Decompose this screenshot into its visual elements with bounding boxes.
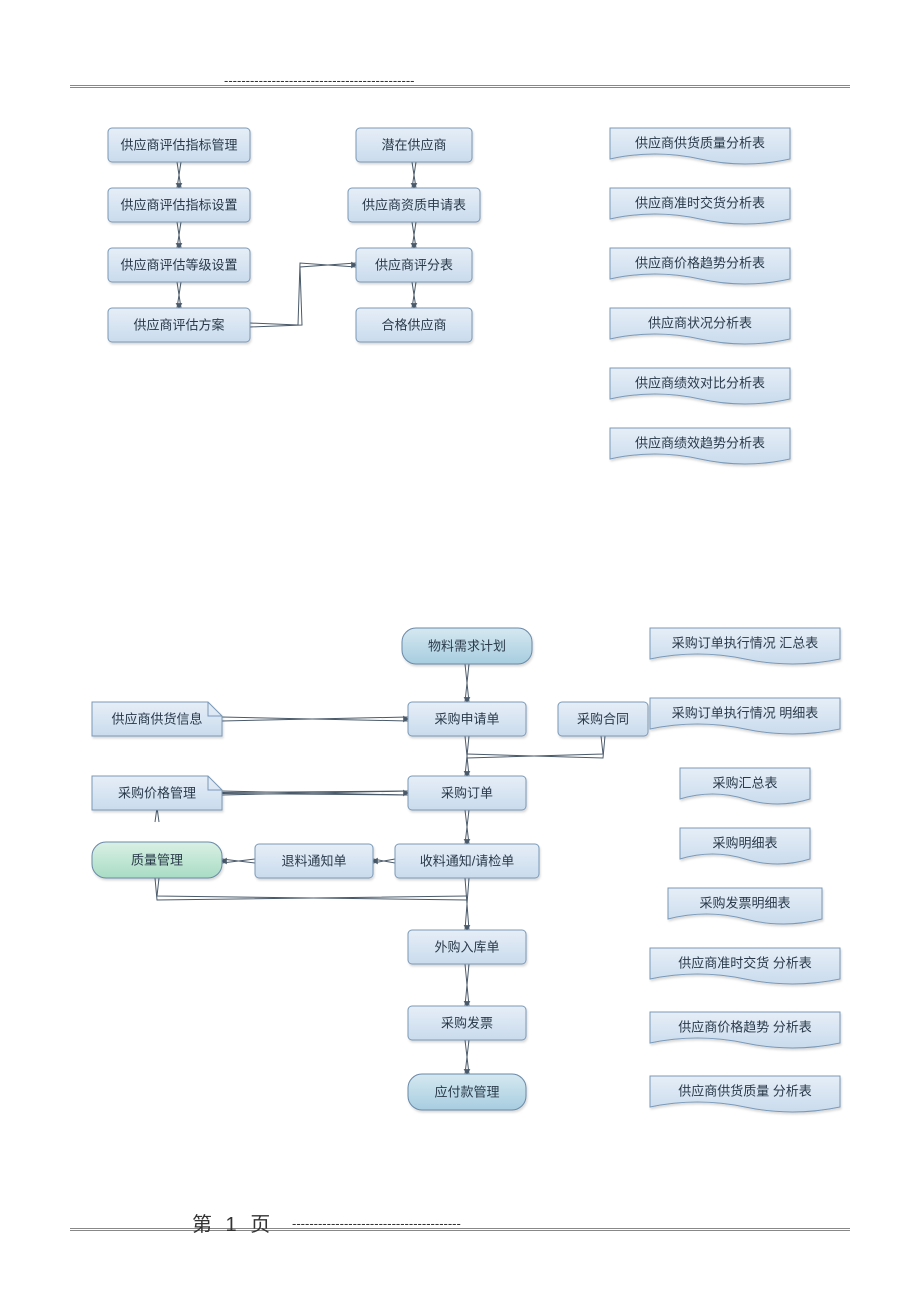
report-label: 供应商价格趋势 分析表 <box>678 1020 812 1035</box>
node-label: 供应商评估方案 <box>133 318 224 333</box>
flow-edge <box>250 263 356 327</box>
page: ----------------------------------------… <box>0 0 920 1302</box>
node-label: 采购申请单 <box>434 712 499 727</box>
node-label: 供应商资质申请表 <box>362 198 466 213</box>
node-label: 供应商供货信息 <box>111 712 202 727</box>
node-label: 采购价格管理 <box>118 786 196 801</box>
node-label: 采购合同 <box>577 712 629 727</box>
report-label: 采购发票明细表 <box>699 896 790 911</box>
node-label: 退料通知单 <box>281 854 346 869</box>
node-label: 供应商评估指标设置 <box>120 198 237 213</box>
node-label: 物料需求计划 <box>428 639 506 654</box>
report-label: 供应商准时交货分析表 <box>635 196 765 211</box>
node-label: 采购订单 <box>441 786 493 801</box>
diagram-canvas: 供应商评估指标管理供应商评估指标设置供应商评估等级设置供应商评估方案潜在供应商供… <box>0 0 920 1302</box>
report-label: 供应商供货质量分析表 <box>635 136 765 151</box>
report-label: 供应商价格趋势分析表 <box>635 256 765 271</box>
report-label: 采购订单执行情况 明细表 <box>672 706 819 721</box>
node-label: 外购入库单 <box>434 940 499 955</box>
report-label: 采购明细表 <box>712 836 777 851</box>
report-label: 采购订单执行情况 汇总表 <box>672 636 819 651</box>
node-label: 应付款管理 <box>434 1085 499 1100</box>
footer-dashes: --------------------------------------- <box>292 1216 461 1231</box>
node-label: 供应商评估指标管理 <box>120 138 237 153</box>
node-label: 采购发票 <box>441 1016 493 1031</box>
report-label: 采购汇总表 <box>712 776 777 791</box>
node-label: 合格供应商 <box>381 318 446 333</box>
report-label: 供应商准时交货 分析表 <box>678 956 812 971</box>
footer-page-number: 第 1 页 <box>192 1208 274 1237</box>
node-label: 收料通知/请检单 <box>420 854 515 869</box>
node-label: 供应商评估等级设置 <box>120 258 237 273</box>
report-label: 供应商绩效趋势分析表 <box>635 436 765 451</box>
flow-edge <box>250 263 356 325</box>
report-label: 供应商绩效对比分析表 <box>635 376 765 391</box>
node-label: 潜在供应商 <box>381 138 446 153</box>
report-label: 供应商状况分析表 <box>648 316 752 331</box>
node-label: 供应商评分表 <box>375 258 453 273</box>
node-label: 质量管理 <box>131 853 183 868</box>
report-label: 供应商供货质量 分析表 <box>678 1084 812 1099</box>
